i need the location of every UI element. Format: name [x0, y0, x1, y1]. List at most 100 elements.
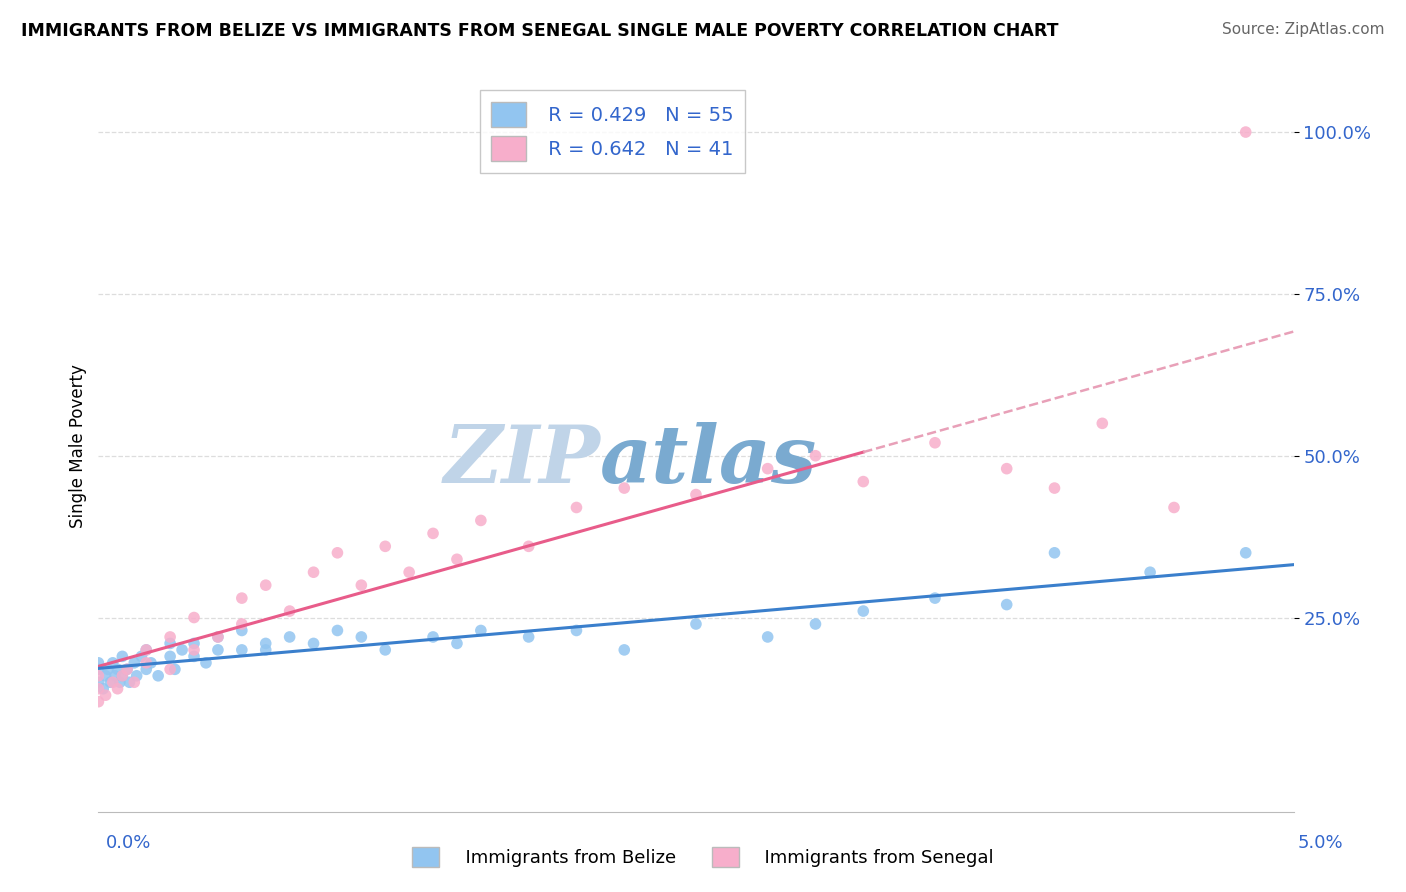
Point	[302, 636, 325, 650]
Point	[804, 449, 827, 463]
Point	[207, 643, 229, 657]
Point	[87, 662, 110, 676]
Point	[91, 681, 114, 696]
Legend:   Immigrants from Belize,   Immigrants from Senegal: Immigrants from Belize, Immigrants from …	[405, 839, 1001, 874]
Point	[278, 604, 301, 618]
Point	[183, 649, 205, 664]
Point	[685, 487, 707, 501]
Y-axis label: Single Male Poverty: Single Male Poverty	[69, 364, 87, 528]
Point	[422, 526, 444, 541]
Point	[517, 630, 540, 644]
Point	[231, 624, 253, 638]
Point	[326, 624, 349, 638]
Point	[111, 649, 134, 664]
Point	[231, 617, 253, 632]
Point	[446, 636, 468, 650]
Point	[159, 636, 181, 650]
Point	[565, 500, 588, 515]
Point	[1139, 566, 1161, 580]
Point	[139, 656, 162, 670]
Point	[613, 481, 636, 495]
Point	[124, 656, 146, 670]
Point	[101, 656, 124, 670]
Point	[107, 662, 129, 676]
Point	[470, 624, 492, 638]
Point	[517, 539, 540, 553]
Point	[446, 552, 468, 566]
Point	[125, 669, 148, 683]
Point	[148, 669, 170, 683]
Point	[852, 604, 875, 618]
Point	[374, 643, 396, 657]
Point	[302, 566, 325, 580]
Point	[124, 675, 146, 690]
Point	[756, 630, 779, 644]
Point	[195, 656, 218, 670]
Point	[756, 461, 779, 475]
Point	[183, 610, 205, 624]
Point	[1091, 417, 1114, 431]
Point	[1163, 500, 1185, 515]
Point	[326, 546, 349, 560]
Point	[1043, 546, 1066, 560]
Point	[135, 643, 157, 657]
Point	[115, 662, 138, 676]
Point	[995, 461, 1018, 475]
Point	[97, 662, 120, 676]
Point	[87, 675, 110, 690]
Point	[135, 656, 157, 670]
Point	[101, 675, 124, 690]
Point	[98, 675, 122, 690]
Point	[163, 662, 186, 676]
Point	[183, 636, 205, 650]
Point	[350, 630, 373, 644]
Text: atlas: atlas	[600, 422, 818, 500]
Point	[87, 669, 110, 683]
Point	[613, 643, 636, 657]
Point	[565, 624, 588, 638]
Point	[1234, 125, 1257, 139]
Point	[115, 662, 138, 676]
Point	[924, 435, 946, 450]
Point	[159, 649, 181, 664]
Point	[135, 643, 157, 657]
Point	[107, 681, 129, 696]
Point	[254, 578, 277, 592]
Point	[804, 617, 827, 632]
Point	[422, 630, 444, 644]
Point	[111, 669, 134, 683]
Text: 0.0%: 0.0%	[105, 834, 150, 852]
Point	[995, 598, 1018, 612]
Point	[87, 656, 110, 670]
Point	[87, 695, 110, 709]
Point	[118, 675, 141, 690]
Point	[172, 643, 194, 657]
Point	[111, 669, 134, 683]
Text: 5.0%: 5.0%	[1298, 834, 1343, 852]
Text: Source: ZipAtlas.com: Source: ZipAtlas.com	[1222, 22, 1385, 37]
Point	[94, 688, 117, 702]
Point	[254, 643, 277, 657]
Point	[94, 669, 117, 683]
Point	[231, 643, 253, 657]
Legend:  R = 0.429   N = 55,  R = 0.642   N = 41: R = 0.429 N = 55, R = 0.642 N = 41	[479, 90, 745, 173]
Point	[350, 578, 373, 592]
Point	[278, 630, 301, 644]
Point	[183, 643, 205, 657]
Text: ZIP: ZIP	[443, 422, 600, 500]
Text: IMMIGRANTS FROM BELIZE VS IMMIGRANTS FROM SENEGAL SINGLE MALE POVERTY CORRELATIO: IMMIGRANTS FROM BELIZE VS IMMIGRANTS FRO…	[21, 22, 1059, 40]
Point	[470, 513, 492, 527]
Point	[159, 630, 181, 644]
Point	[254, 636, 277, 650]
Point	[104, 669, 127, 683]
Point	[398, 566, 420, 580]
Point	[87, 681, 110, 696]
Point	[135, 662, 157, 676]
Point	[924, 591, 946, 606]
Point	[1043, 481, 1066, 495]
Point	[159, 662, 181, 676]
Point	[108, 675, 131, 690]
Point	[231, 591, 253, 606]
Point	[685, 617, 707, 632]
Point	[852, 475, 875, 489]
